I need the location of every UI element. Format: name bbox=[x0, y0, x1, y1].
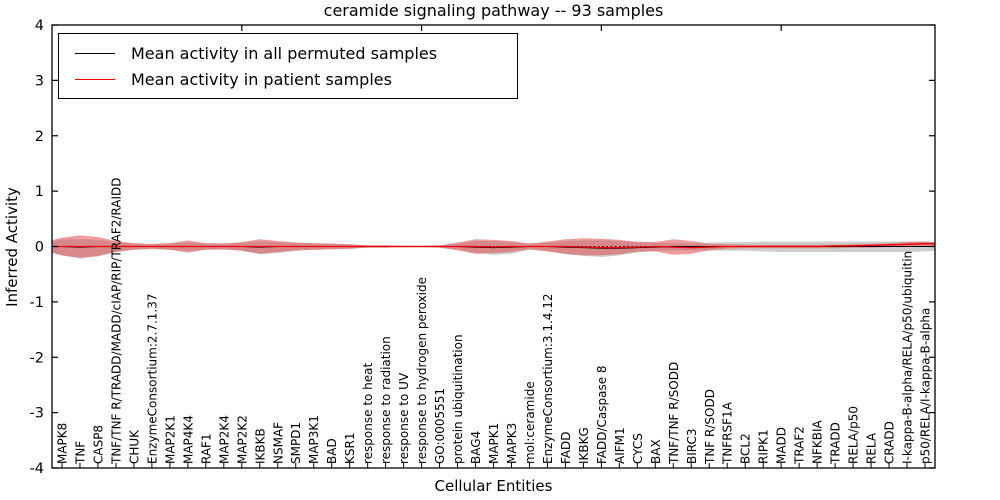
y-tick-label: 3 bbox=[35, 73, 44, 89]
x-tick-label: MAP2K1 bbox=[163, 415, 177, 464]
x-tick-label: BAX bbox=[649, 439, 663, 464]
y-tick-label: 0 bbox=[35, 240, 44, 256]
x-tick-label: response to UV bbox=[397, 372, 411, 464]
x-tick-label: RELA bbox=[865, 432, 879, 464]
x-tick-label: p50/RELA/I-kappa-B-alpha bbox=[919, 308, 933, 464]
y-tick-label: -2 bbox=[30, 350, 44, 366]
y-tick-label: -1 bbox=[30, 295, 44, 311]
y-tick-label: 1 bbox=[35, 184, 44, 200]
x-tick-label: TNF/TNF R/SODD bbox=[667, 362, 681, 465]
x-tick-label: CASP8 bbox=[91, 425, 105, 464]
x-tick-label: response to hydrogen peroxide bbox=[415, 277, 429, 464]
x-tick-label: IKBKB bbox=[253, 428, 267, 464]
x-tick-label: IKBKG bbox=[577, 427, 591, 464]
x-tick-label: SMPD1 bbox=[289, 422, 303, 464]
legend-label-permuted: Mean activity in all permuted samples bbox=[131, 43, 438, 63]
x-tick-label: MAP4K4 bbox=[181, 415, 195, 464]
x-tick-label: MAP3K1 bbox=[307, 415, 321, 464]
x-tick-label: TNF/TNF R/TRADD/MADD/cIAP/RIP/TRAF2/RAID… bbox=[109, 178, 123, 466]
x-tick-label: TRAF2 bbox=[793, 426, 807, 465]
x-tick-label: MAPK8 bbox=[56, 423, 70, 464]
x-tick-label: FADD bbox=[559, 432, 573, 465]
x-tick-label: TRADD bbox=[829, 422, 843, 465]
x-tick-label: NFKBIA bbox=[811, 419, 825, 464]
x-tick-label: TNFRSF1A bbox=[721, 401, 735, 465]
x-tick-label: TNF R/SODD bbox=[703, 389, 717, 465]
y-tick-label: -4 bbox=[30, 461, 44, 477]
y-tick-label: 4 bbox=[35, 18, 44, 34]
x-tick-label: MAP2K4 bbox=[217, 415, 231, 464]
legend-item-patient: Mean activity in patient samples bbox=[59, 66, 517, 92]
x-tick-label: protein ubiquitination bbox=[451, 334, 465, 464]
x-tick-label: mol:ceramide bbox=[523, 381, 537, 464]
x-tick-label: MAPK1 bbox=[487, 423, 501, 464]
legend-label-patient: Mean activity in patient samples bbox=[131, 69, 392, 89]
chart-title: ceramide signaling pathway -- 93 samples bbox=[323, 1, 664, 20]
x-tick-label: BCL2 bbox=[739, 433, 753, 464]
y-tick-label: -3 bbox=[30, 406, 44, 422]
x-tick-label: MAPK3 bbox=[505, 423, 519, 464]
x-tick-label: MADD bbox=[775, 427, 789, 464]
patient-mean-line bbox=[52, 243, 935, 249]
x-tick-label: CHUK bbox=[127, 429, 141, 464]
legend: Mean activity in all permuted samples Me… bbox=[58, 33, 518, 99]
x-tick-label: response to heat bbox=[361, 362, 375, 464]
x-tick-label: MAP2K2 bbox=[235, 415, 249, 464]
x-tick-label: response to radiation bbox=[379, 336, 393, 464]
x-tick-label: BAD bbox=[325, 438, 339, 464]
permuted-line-swatch bbox=[75, 52, 115, 54]
x-tick-label: KSR1 bbox=[343, 433, 357, 464]
x-tick-label: BIRC3 bbox=[685, 428, 699, 464]
y-axis-label: Inferred Activity bbox=[3, 187, 21, 307]
x-tick-label: FADD/Caspase 8 bbox=[595, 365, 609, 464]
x-tick-label: RELA/p50 bbox=[847, 406, 861, 464]
x-tick-label: EnzymeConsortium:2.7.1.37 bbox=[145, 293, 159, 464]
x-tick-label: TNF bbox=[73, 441, 87, 465]
x-tick-label: GO:0005551 bbox=[433, 388, 447, 464]
x-axis-label: Cellular Entities bbox=[434, 477, 553, 495]
x-tick-label: RAF1 bbox=[199, 433, 213, 464]
patient-line-swatch bbox=[75, 78, 115, 80]
x-tick-label: CRADD bbox=[883, 421, 897, 464]
x-tick-label: BAG4 bbox=[469, 431, 483, 464]
x-tick-label: EnzymeConsortium:3.1.4.12 bbox=[541, 293, 555, 464]
y-tick-label: 2 bbox=[35, 129, 44, 145]
x-tick-label: CYCS bbox=[631, 433, 645, 464]
x-tick-label: NSMAF bbox=[271, 422, 285, 464]
x-tick-label: I-kappa-B-alpha/RELA/p50/ubiquitin bbox=[901, 251, 915, 464]
x-tick-label: AIFM1 bbox=[613, 427, 627, 464]
legend-item-permuted: Mean activity in all permuted samples bbox=[59, 40, 517, 66]
x-tick-label: RIPK1 bbox=[757, 429, 771, 464]
